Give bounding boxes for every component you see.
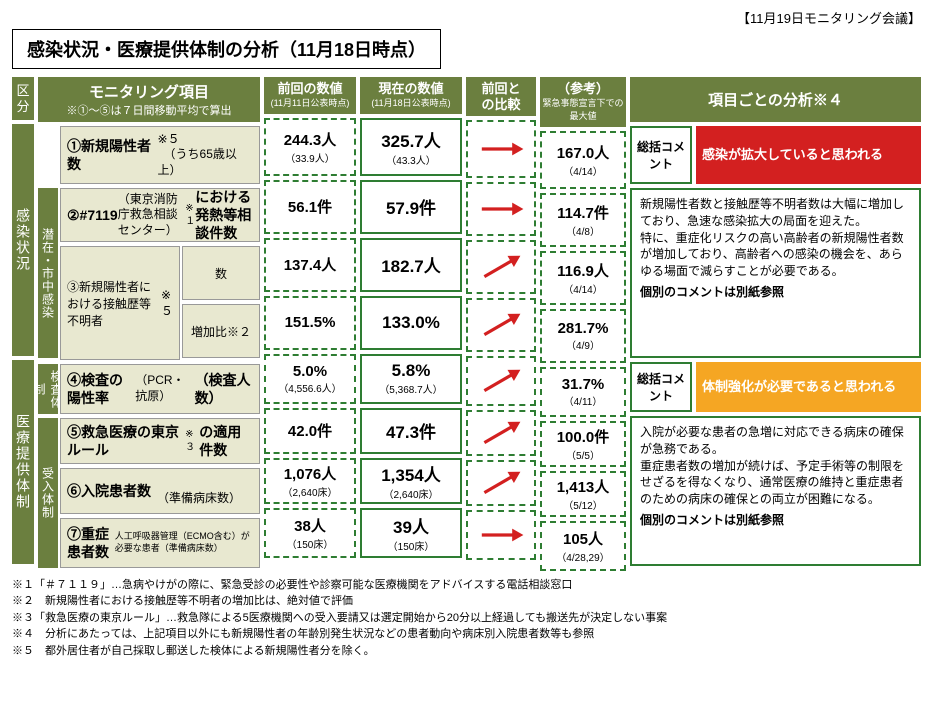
header-ref: （参考）緊急事態宣言下での最大値	[540, 77, 626, 127]
arrow-cell	[466, 510, 536, 560]
value-cell: 325.7人（43.3人）	[360, 118, 462, 176]
value-cell: 39人（150床）	[360, 508, 462, 558]
header-comp: 前回との比較	[466, 77, 536, 116]
value-cell: 31.7%（4/11）	[540, 367, 626, 417]
section-label: 感染状況	[12, 124, 34, 356]
analysis-text: 新規陽性者数と接触歴等不明者数は大幅に増加しており、急速な感染拡大の局面を迎えた…	[630, 188, 921, 358]
item-label: ①新規陽性者数※５ （うち65歳以上）	[60, 126, 260, 184]
value-cell: 137.4人	[264, 238, 356, 292]
item-label: ⑥入院患者数 （準備病床数）	[60, 468, 260, 514]
value-cell: 151.5%	[264, 296, 356, 350]
arrow-cell	[466, 120, 536, 178]
subgroup-label: 潜在・市中感染	[38, 188, 58, 358]
header-analysis: 項目ごとの分析※４	[630, 77, 921, 122]
value-cell: 182.7人	[360, 238, 462, 292]
item-label: ⑤救急医療の東京ルール※３の適用件数	[60, 418, 260, 464]
page-title: 感染状況・医療提供体制の分析（11月18日時点）	[12, 29, 441, 69]
value-cell: 38人（150床）	[264, 508, 356, 558]
header-prev: 前回の数値(11月11日公表時点)	[264, 77, 356, 114]
footnotes: ※１「＃７１１９」…急病やけがの際に、緊急受診の必要性や診察可能な医療機関をアド…	[12, 577, 921, 660]
value-cell: 100.0件（5/5）	[540, 421, 626, 467]
item-label: ④検査の陽性率（PCR・抗原）（検査人数）	[60, 364, 260, 414]
item-label: ②#7119（東京消防庁救急相談センター）※１における発熱等相談件数	[60, 188, 260, 242]
value-cell: 281.7%（4/9）	[540, 309, 626, 363]
value-cell: 133.0%	[360, 296, 462, 350]
header-curr: 現在の数値(11月18日公表時点)	[360, 77, 462, 114]
analysis-text: 入院が必要な患者の急増に対応できる病床の確保が急務である。重症患者数の増加が続け…	[630, 416, 921, 566]
value-cell: 57.9件	[360, 180, 462, 234]
arrow-cell	[466, 460, 536, 506]
arrow-cell	[466, 240, 536, 294]
value-cell: 56.1件	[264, 180, 356, 234]
value-cell: 1,354人（2,640床）	[360, 458, 462, 504]
value-cell: 5.0%（4,556.6人）	[264, 354, 356, 404]
value-cell: 47.3件	[360, 408, 462, 454]
value-cell: 1,413人（5/12）	[540, 471, 626, 517]
value-cell: 114.7件（4/8）	[540, 193, 626, 247]
summary-label: 総括コメント	[630, 362, 692, 412]
value-cell: 5.8%（5,368.7人）	[360, 354, 462, 404]
value-cell: 167.0人（4/14）	[540, 131, 626, 189]
value-cell: 116.9人（4/14）	[540, 251, 626, 305]
arrow-cell	[466, 356, 536, 406]
header-items: モニタリング項目※①～⑤は７日間移動平均で算出	[38, 77, 260, 122]
item-sublabel: 増加比※２	[182, 304, 260, 358]
summary-label: 総括コメント	[630, 126, 692, 184]
subgroup-label: 受入体制	[38, 418, 58, 568]
arrow-cell	[466, 410, 536, 456]
summary-badge: 体制強化が必要であると思われる	[696, 362, 921, 412]
value-cell: 105人（4/28,29）	[540, 521, 626, 571]
item-label: ⑦重症患者数人工呼吸器管理（ECMO含む）が必要な患者（準備病床数）	[60, 518, 260, 568]
header-kubun: 区分	[12, 77, 34, 120]
value-cell: 244.3人（33.9人）	[264, 118, 356, 176]
arrow-cell	[466, 298, 536, 352]
meeting-note: 【11月19日モニタリング会議】	[12, 8, 921, 27]
item-sublabel: 数	[182, 246, 260, 300]
value-cell: 1,076人（2,640床）	[264, 458, 356, 504]
arrow-cell	[466, 182, 536, 236]
summary-badge: 感染が拡大していると思われる	[696, 126, 921, 184]
item-label: ③新規陽性者における接触歴等不明者※５	[60, 246, 180, 360]
subgroup-label: 検査体制	[38, 364, 58, 414]
value-cell: 42.0件	[264, 408, 356, 454]
